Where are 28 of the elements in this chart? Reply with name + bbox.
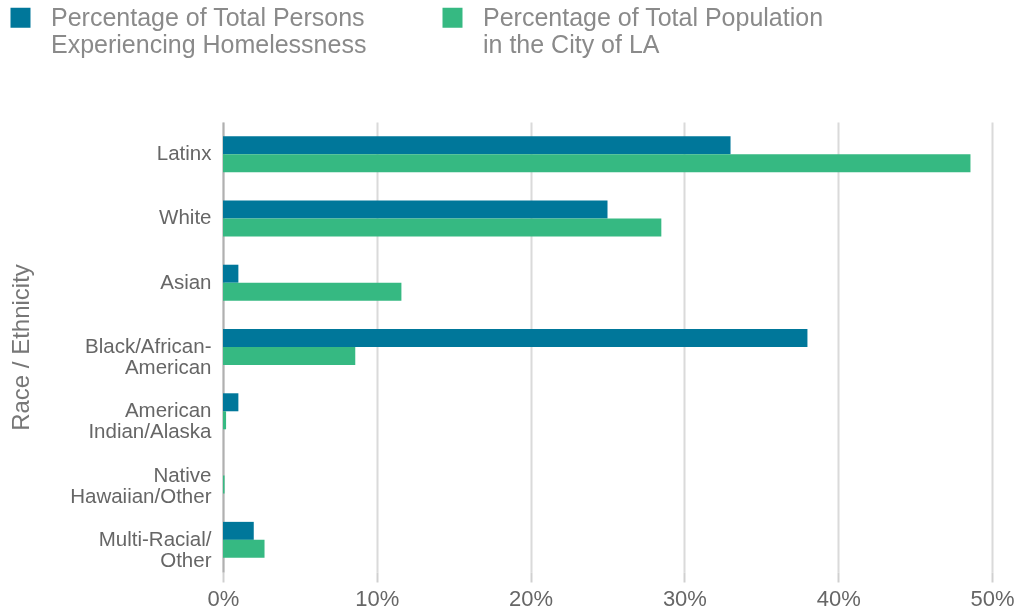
bar [223,264,239,283]
bar [223,347,356,365]
bar [223,411,227,430]
legend-label: Percentage of Total Persons Experiencing Homelessness [51,2,367,58]
x-tick-label: 30% [662,585,707,611]
bar [223,539,265,558]
y-tick-label: American Indian/Alaska [88,398,213,443]
y-tick-label: Multi-Racial/Other [98,526,212,571]
x-tick-label: 0% [207,585,240,611]
bar [223,154,971,173]
y-tick-label: Black/African-American [85,334,212,378]
bar [223,200,608,219]
bar [223,282,402,301]
bar [223,136,731,155]
x-tick-label: 20% [509,585,554,611]
bar [223,393,239,412]
x-tick-label: 40% [816,585,861,611]
y-tick-label: Native Hawaiian/Other [70,462,212,507]
bar [223,329,808,347]
bar [223,521,254,540]
y-axis-title: Race / Ethnicity [6,264,34,431]
legend-label: Percentage of Total Population in the City of LA [483,2,824,58]
y-tick-label: Asian [160,269,212,293]
x-tick-label: 50% [970,585,1015,611]
y-tick-label: Latinx [156,141,213,165]
x-tick-label: 10% [355,585,400,611]
y-tick-label: White [159,205,212,229]
bar [223,218,662,237]
